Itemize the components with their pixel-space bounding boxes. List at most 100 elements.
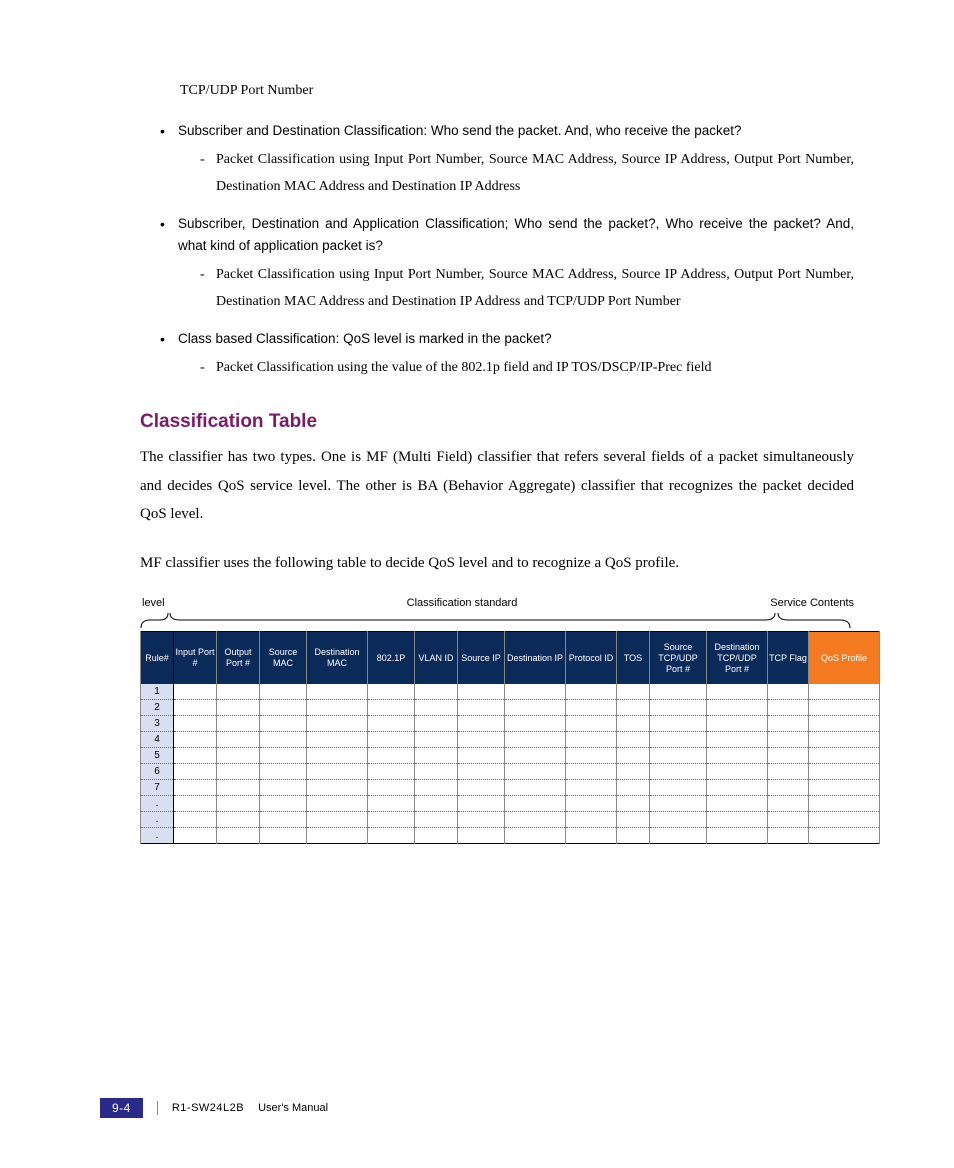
table-cell <box>617 828 650 844</box>
table-cell <box>307 796 368 812</box>
table-cell <box>260 796 307 812</box>
table-cell <box>307 780 368 796</box>
table-cell <box>707 828 768 844</box>
table-row: . <box>141 796 880 812</box>
table-cell <box>415 684 458 700</box>
table-cell <box>617 748 650 764</box>
table-cell <box>217 684 260 700</box>
table-cell <box>307 700 368 716</box>
table-cell <box>217 764 260 780</box>
table-cell <box>260 764 307 780</box>
table-cell <box>617 796 650 812</box>
table-header-cell: Protocol ID <box>566 632 617 685</box>
table-cell: . <box>141 796 174 812</box>
table-cell <box>458 780 505 796</box>
body-paragraph: MF classifier uses the following table t… <box>140 549 854 578</box>
footer-separator <box>157 1101 158 1115</box>
table-cell <box>566 700 617 716</box>
table-cell <box>566 780 617 796</box>
table-cell <box>809 732 880 748</box>
table-cell <box>307 764 368 780</box>
table-cell <box>458 764 505 780</box>
bullet-text: Subscriber, Destination and Application … <box>178 216 854 254</box>
bracket-label-standard: Classification standard <box>140 597 784 609</box>
table-cell <box>217 812 260 828</box>
table-cell <box>809 684 880 700</box>
table-row: 4 <box>141 732 880 748</box>
table-cell: . <box>141 828 174 844</box>
table-cell <box>415 812 458 828</box>
table-header-cell: QoS Profile <box>809 632 880 685</box>
table-header-cell: Rule# <box>141 632 174 685</box>
footer-doc: User's Manual <box>258 1102 328 1114</box>
table-cell <box>707 716 768 732</box>
section-heading: Classification Table <box>140 411 854 433</box>
table-cell <box>458 748 505 764</box>
table-row: 2 <box>141 700 880 716</box>
table-header-cell: Source TCP/UDP Port # <box>650 632 707 685</box>
table-cell <box>458 716 505 732</box>
table-cell: 2 <box>141 700 174 716</box>
table-row: 1 <box>141 684 880 700</box>
table-cell <box>307 716 368 732</box>
table-cell <box>505 700 566 716</box>
table-cell <box>566 764 617 780</box>
table-cell <box>505 732 566 748</box>
table-cell <box>260 828 307 844</box>
table-row: 3 <box>141 716 880 732</box>
table-cell <box>217 748 260 764</box>
table-cell <box>768 828 809 844</box>
bracket-label-service: Service Contents <box>770 597 854 609</box>
table-header-cell: Destination MAC <box>307 632 368 685</box>
table-cell <box>368 796 415 812</box>
table-cell <box>174 796 217 812</box>
table-cell <box>650 812 707 828</box>
table-cell <box>650 700 707 716</box>
table-cell <box>768 812 809 828</box>
table-cell <box>650 780 707 796</box>
table-cell <box>260 780 307 796</box>
table-cell <box>650 684 707 700</box>
table-cell <box>505 796 566 812</box>
table-cell <box>566 828 617 844</box>
table-header-cell: 802.1P <box>368 632 415 685</box>
table-cell <box>707 812 768 828</box>
table-cell: 4 <box>141 732 174 748</box>
table-row: . <box>141 828 880 844</box>
bullet-text: Subscriber and Destination Classificatio… <box>178 123 742 138</box>
table-cell <box>617 812 650 828</box>
table-header-cell: TCP Flag <box>768 632 809 685</box>
table-cell <box>368 732 415 748</box>
continuation-text: TCP/UDP Port Number <box>180 80 854 102</box>
bullet-sub: Packet Classification using the value of… <box>198 355 854 382</box>
table-header-cell: Output Port # <box>217 632 260 685</box>
table-cell <box>415 764 458 780</box>
table-cell <box>368 764 415 780</box>
table-row: 6 <box>141 764 880 780</box>
table-cell <box>217 780 260 796</box>
table-cell <box>768 684 809 700</box>
table-cell <box>174 780 217 796</box>
table-cell <box>458 684 505 700</box>
table-cell <box>566 748 617 764</box>
table-cell <box>260 684 307 700</box>
table-header-cell: VLAN ID <box>415 632 458 685</box>
table-row: 5 <box>141 748 880 764</box>
table-cell <box>809 700 880 716</box>
table-cell <box>650 796 707 812</box>
table-cell <box>458 732 505 748</box>
table-cell <box>217 796 260 812</box>
table-cell <box>650 764 707 780</box>
bullet-item: Subscriber and Destination Classificatio… <box>160 120 854 200</box>
table-header-cell: Source MAC <box>260 632 307 685</box>
page-footer: 9-4 R1-SW24L2B User's Manual <box>100 1098 854 1118</box>
table-cell <box>458 828 505 844</box>
table-cell: 6 <box>141 764 174 780</box>
table-cell <box>768 700 809 716</box>
table-cell <box>617 684 650 700</box>
table-cell <box>707 764 768 780</box>
table-cell <box>650 748 707 764</box>
bullet-sub: Packet Classification using Input Port N… <box>198 262 854 315</box>
table-cell <box>307 828 368 844</box>
table-cell <box>617 716 650 732</box>
